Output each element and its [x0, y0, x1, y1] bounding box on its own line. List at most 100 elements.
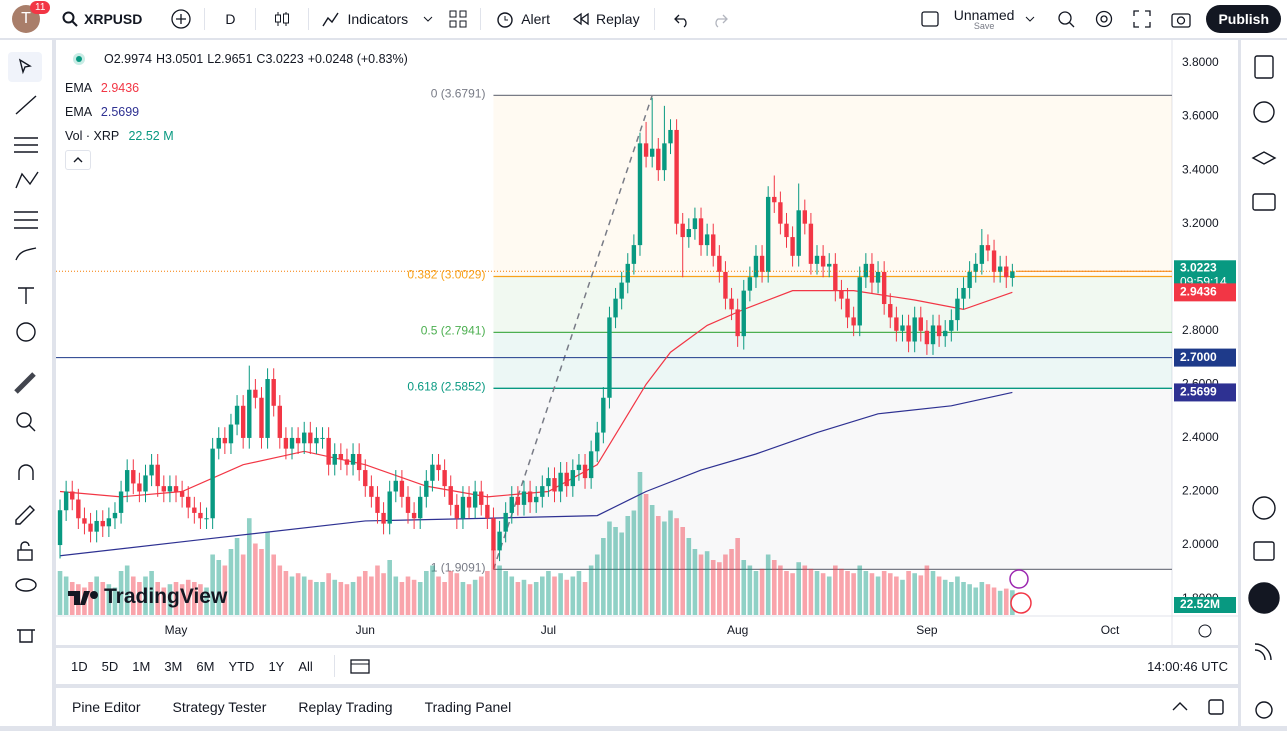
candle-body [234, 405, 240, 425]
candle-body [991, 250, 997, 272]
chart-type[interactable] [272, 9, 292, 29]
volume-bar [936, 576, 942, 615]
volume-bar [887, 573, 893, 615]
lines-tool[interactable] [14, 137, 38, 153]
timeframe[interactable]: 1D [71, 658, 88, 674]
volume-bar [436, 576, 441, 615]
collapse-legend[interactable] [65, 150, 91, 170]
candle-body [399, 480, 405, 497]
maximize-panel[interactable] [1206, 697, 1226, 717]
panel-tab[interactable]: Replay Trading [298, 699, 393, 715]
volume-bar [729, 549, 734, 615]
text-tool[interactable] [18, 287, 34, 304]
candle-body [82, 518, 87, 524]
layout-name[interactable]: Unnamed Save [954, 8, 1015, 31]
clock[interactable]: 14:00:46 UTC [1147, 658, 1228, 674]
volume-bar [747, 565, 753, 615]
date-range[interactable] [349, 657, 371, 675]
fullscreen[interactable] [1132, 9, 1152, 29]
panel-tab[interactable]: Strategy Tester [172, 699, 267, 715]
candle-body [222, 437, 228, 444]
candle-body [894, 317, 899, 331]
watchlist[interactable] [1254, 55, 1274, 79]
dropdown[interactable] [422, 13, 434, 25]
emoji-tool[interactable] [16, 322, 36, 342]
apps[interactable] [1248, 582, 1280, 614]
notification-badge: 11 [30, 1, 51, 14]
candle-body [582, 464, 588, 479]
settings[interactable] [1094, 9, 1114, 29]
streams[interactable] [1254, 643, 1272, 661]
timeframe[interactable]: YTD [228, 658, 255, 674]
avatar[interactable]: T 11 [12, 1, 51, 33]
lock-tool[interactable] [17, 549, 33, 561]
volume-bar [234, 538, 240, 615]
timeframe[interactable]: 5D [101, 658, 119, 674]
pattern-tool[interactable] [15, 171, 39, 189]
redo[interactable] [711, 10, 729, 28]
candle-body [259, 397, 264, 438]
timeframe[interactable]: All [298, 658, 313, 674]
y-tick-label: 3.2000 [1182, 216, 1219, 230]
calendar[interactable] [1253, 541, 1275, 561]
timeframe[interactable]: 1M [132, 658, 151, 674]
volume-bar [973, 587, 979, 615]
volume-bar [442, 582, 447, 615]
layout-toggle[interactable] [920, 9, 940, 29]
fib-tool[interactable] [14, 211, 38, 229]
indicators[interactable]: Indicators [347, 11, 409, 27]
object-tree[interactable] [1251, 151, 1277, 165]
indicators-icon [322, 12, 340, 27]
interval[interactable]: D [225, 11, 236, 27]
chats[interactable] [1252, 193, 1276, 211]
brush-tool[interactable] [15, 247, 37, 261]
help[interactable] [1255, 701, 1273, 719]
cursor-tool[interactable] [18, 58, 32, 75]
fib-zone [493, 388, 1172, 570]
candle-body [179, 491, 185, 497]
candle-body [509, 496, 514, 513]
panel-tab[interactable]: Trading Panel [424, 699, 512, 715]
change: +0.0248 (+0.83%) [307, 52, 408, 66]
alert[interactable]: Alert [521, 11, 550, 27]
draw-mode[interactable] [15, 505, 35, 525]
zoom-tool[interactable] [16, 412, 32, 428]
candle-body [875, 271, 881, 283]
timeframe[interactable]: 6M [196, 658, 215, 674]
trendline-tool[interactable] [15, 95, 37, 115]
volume-bar [851, 573, 856, 615]
candle-body [778, 202, 783, 224]
volume-bar [417, 582, 423, 615]
signals[interactable] [1252, 496, 1276, 520]
volume-bar [674, 518, 679, 615]
snapshot[interactable] [1170, 9, 1192, 29]
symbol[interactable]: XRPUSD [84, 11, 143, 27]
candle-body [424, 480, 429, 497]
candle-body [662, 143, 667, 171]
candle-body [63, 491, 69, 511]
alerts-panel[interactable] [1253, 101, 1275, 123]
magnet-tool[interactable] [18, 464, 34, 480]
avatar-letter: T [21, 10, 31, 27]
replay[interactable]: Replay [595, 11, 640, 27]
delete-tool[interactable] [17, 629, 35, 643]
volume-name: Vol · XRP [65, 129, 119, 143]
candle-body [680, 223, 685, 238]
volume-bar [314, 582, 319, 615]
visibility-tool[interactable] [15, 578, 37, 592]
add-symbol[interactable] [170, 8, 192, 30]
panel-tab[interactable]: Pine Editor [72, 699, 141, 715]
timeframe[interactable]: 3M [164, 658, 183, 674]
collapse-panel[interactable] [1170, 697, 1190, 717]
measure-tool[interactable] [14, 372, 36, 394]
candle-body [997, 266, 1003, 272]
timeframe[interactable]: 1Y [268, 658, 285, 674]
layouts-icon[interactable] [448, 9, 468, 29]
quick-search[interactable] [1056, 9, 1076, 29]
candle-body [326, 437, 331, 465]
candle-body [900, 325, 905, 331]
layout-dropdown[interactable] [1024, 13, 1036, 25]
publish-button[interactable]: Publish [1206, 5, 1281, 33]
undo[interactable] [673, 10, 691, 28]
volume-bar [594, 554, 600, 615]
